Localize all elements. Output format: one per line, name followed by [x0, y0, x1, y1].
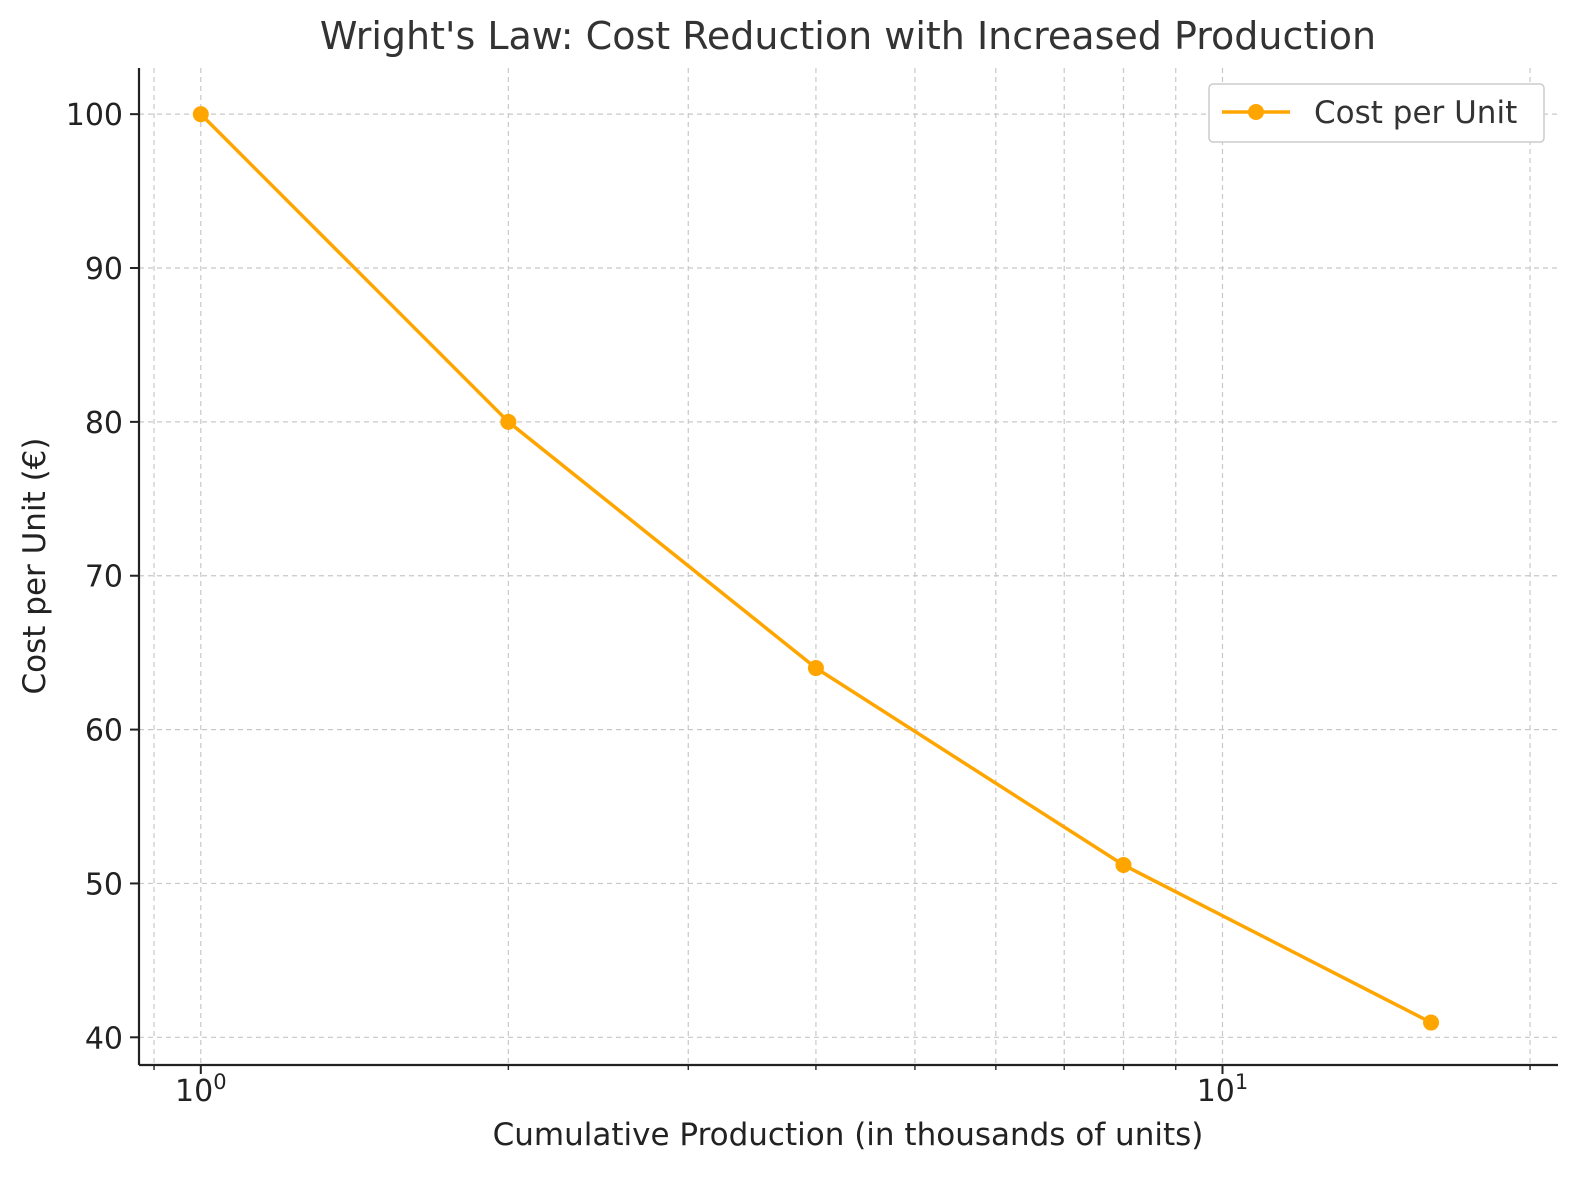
data-point — [1423, 1014, 1440, 1031]
ticks: 40 50 60 70 80 90 100 100 101 — [66, 98, 1531, 1109]
x-tick-label: 100 — [175, 1070, 227, 1109]
legend-box — [1208, 83, 1545, 143]
y-axis-label: Cost per Unit (€) — [17, 438, 53, 695]
y-tick-label: 60 — [85, 714, 123, 749]
data-point — [500, 413, 517, 430]
y-tick-label: 80 — [85, 406, 123, 441]
grid — [139, 68, 1558, 1065]
series — [192, 106, 1440, 1031]
legend-marker — [1248, 104, 1264, 120]
y-tick-label: 100 — [66, 98, 123, 133]
axes — [137, 68, 1558, 1067]
y-tick-label: 40 — [85, 1021, 123, 1056]
y-tick-label: 90 — [85, 252, 123, 287]
data-point — [1115, 856, 1132, 873]
y-tick-label: 70 — [85, 560, 123, 595]
data-point — [807, 660, 824, 677]
legend-label: Cost per Unit — [1314, 95, 1517, 131]
x-axis-label: Cumulative Production (in thousands of u… — [493, 1117, 1204, 1153]
legend: Cost per Unit — [1208, 83, 1545, 143]
data-point — [192, 106, 209, 123]
y-tick-label: 50 — [85, 867, 123, 902]
x-tick-label: 101 — [1197, 1070, 1249, 1109]
chart-title: Wright's Law: Cost Reduction with Increa… — [320, 14, 1376, 58]
